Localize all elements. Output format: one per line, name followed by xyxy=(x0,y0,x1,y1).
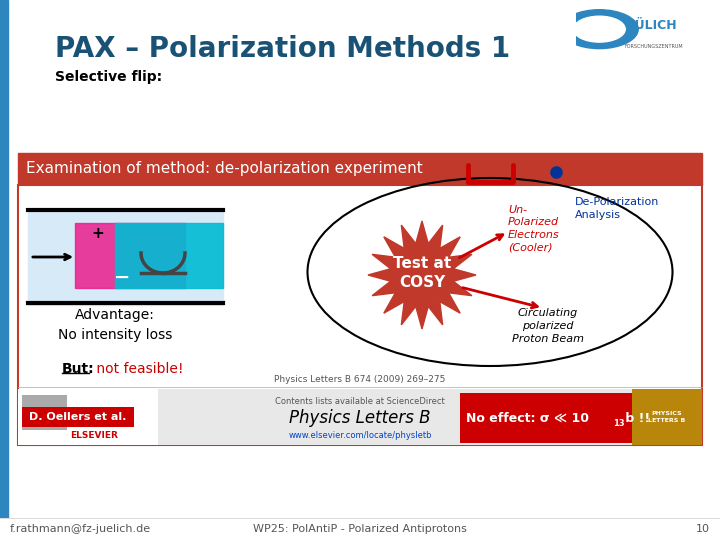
Text: not feasible!: not feasible! xyxy=(92,362,184,376)
Text: ELSEVIER: ELSEVIER xyxy=(70,431,118,440)
Text: Selective flip:: Selective flip: xyxy=(55,70,162,84)
Bar xyxy=(75,223,185,288)
Text: www.elsevier.com/locate/physletb: www.elsevier.com/locate/physletb xyxy=(288,431,432,440)
Text: No effect: σ ≪ 10: No effect: σ ≪ 10 xyxy=(466,411,589,424)
Bar xyxy=(115,223,223,288)
Bar xyxy=(18,153,702,185)
Text: JÜLICH: JÜLICH xyxy=(631,17,677,32)
Text: f.rathmann@fz-juelich.de: f.rathmann@fz-juelich.de xyxy=(10,524,151,534)
Text: Physics Letters B 674 (2009) 269–275: Physics Letters B 674 (2009) 269–275 xyxy=(274,375,446,384)
Text: Examination of method: de-polarization experiment: Examination of method: de-polarization e… xyxy=(26,161,423,177)
Bar xyxy=(22,395,67,430)
Bar xyxy=(28,210,223,305)
Text: Un-
Polarized
Electrons
(Cooler): Un- Polarized Electrons (Cooler) xyxy=(508,205,559,252)
Text: Circulating
polarized
Proton Beam: Circulating polarized Proton Beam xyxy=(512,308,584,345)
Circle shape xyxy=(573,16,625,42)
Text: De-Polarization
Analysis: De-Polarization Analysis xyxy=(575,197,660,220)
Bar xyxy=(0,518,720,540)
Text: PAX – Polarization Methods 1: PAX – Polarization Methods 1 xyxy=(55,35,510,63)
Text: But:: But: xyxy=(62,362,94,376)
Text: D. Oellers et al.: D. Oellers et al. xyxy=(30,412,127,422)
Text: 13: 13 xyxy=(613,418,625,428)
Text: b !!: b !! xyxy=(621,411,650,424)
Text: Physics Letters B: Physics Letters B xyxy=(289,409,431,427)
Bar xyxy=(18,185,702,445)
Bar xyxy=(632,389,702,445)
Text: FORSCHUNGSZENTRUM: FORSCHUNGSZENTRUM xyxy=(624,44,683,49)
Circle shape xyxy=(560,10,638,49)
Text: +: + xyxy=(91,226,104,240)
Text: Test at
COSY: Test at COSY xyxy=(393,255,451,291)
Bar xyxy=(0,0,8,540)
Text: −: − xyxy=(114,267,130,287)
Bar xyxy=(18,389,702,445)
Bar xyxy=(18,389,158,445)
Bar xyxy=(460,393,632,443)
Text: 10: 10 xyxy=(696,524,710,534)
Text: Advantage:
No intensity loss: Advantage: No intensity loss xyxy=(58,308,172,341)
Polygon shape xyxy=(368,221,476,329)
Bar xyxy=(22,407,134,427)
Text: WP25: PolAntiP - Polarized Antiprotons: WP25: PolAntiP - Polarized Antiprotons xyxy=(253,524,467,534)
Text: Contents lists available at ScienceDirect: Contents lists available at ScienceDirec… xyxy=(275,397,445,406)
Text: PHYSICS
LETTERS B: PHYSICS LETTERS B xyxy=(648,411,685,423)
